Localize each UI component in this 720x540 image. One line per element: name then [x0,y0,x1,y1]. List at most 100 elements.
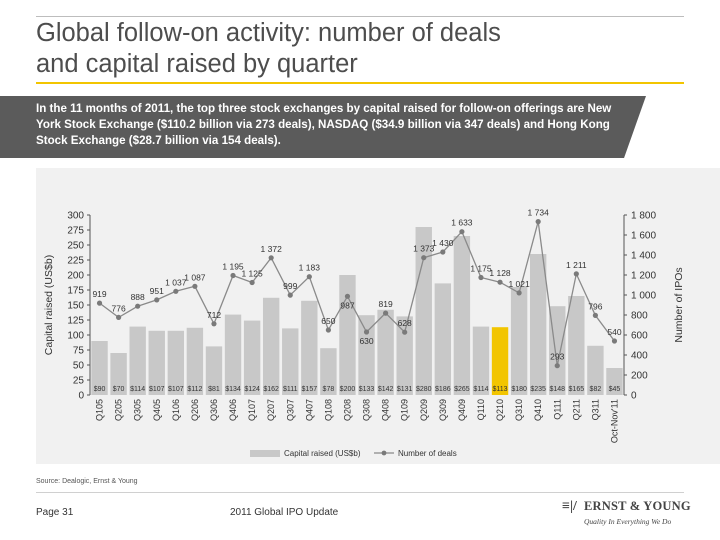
category-label: Q108 [323,399,333,421]
legend-bar-swatch [250,450,280,457]
title-line-1: Global follow-on activity: number of dea… [36,19,501,47]
right-tick-label: 800 [631,311,648,322]
footer-report-title: 2011 Global IPO Update [230,507,339,518]
deals-point [592,312,598,318]
deals-point [402,329,408,335]
bar-value-label: $107 [149,386,165,393]
logo-tagline: Quality In Everything We Do [584,517,672,526]
bar-capital-raised [301,300,318,395]
category-label: Q405 [152,399,162,421]
left-tick-label: 100 [67,331,84,342]
left-tick-label: 225 [67,256,84,267]
follow-on-chart: 0 25 50 75 100 125 150 175 200 225 250 275 300 0 200 40… [43,208,685,458]
category-label: Q407 [304,399,314,421]
right-tick-label: 1 600 [631,231,656,242]
bar-capital-raised [110,353,127,395]
bar-capital-raised [91,341,108,395]
bar-capital-raised [205,346,223,395]
category-label: Q206 [190,399,200,421]
category-label: Q111 [552,399,562,420]
footer-rule [36,492,684,493]
category-label: Q208 [342,399,352,421]
left-tick-label: 125 [67,316,84,327]
category-label: Q109 [400,399,410,421]
left-tick-label: 50 [73,361,85,372]
bar-value-label: $280 [416,386,432,393]
deals-point [135,303,141,309]
left-tick-label: 150 [67,301,84,312]
bar-value-label: $148 [549,386,565,393]
bar-value-label: $180 [511,386,527,393]
deals-value-label: 1 087 [184,272,206,282]
bar-value-label: $112 [187,386,202,393]
deals-point [249,279,255,286]
deals-value-label: 630 [359,336,373,346]
bar-capital-raised [568,296,585,395]
bar-capital-raised [510,287,528,395]
deals-value-label: 650 [321,316,335,326]
bar-value-label: $131 [397,386,413,393]
deals-point [96,300,103,306]
deals-value-label: 1 125 [241,269,263,279]
bar-capital-raised [549,306,566,395]
bar-capital-raised [529,254,547,395]
deals-value-label: 987 [340,300,354,310]
deals-value-label: 1 175 [470,264,492,274]
deals-point [287,292,293,298]
deals-value-label: 796 [588,301,602,311]
deals-value-label: 628 [398,318,412,328]
deals-point [230,272,236,279]
category-label: Q309 [438,399,448,421]
right-tick-label: 0 [631,391,637,402]
category-label: Q311 [590,399,600,420]
deals-point [116,314,122,320]
deals-value-label: 919 [92,289,106,299]
bar-value-label: $111 [283,386,298,393]
deals-point [478,274,484,281]
right-tick-label: 400 [631,351,648,362]
bar-value-label: $134 [225,386,241,393]
deals-value-label: 1 195 [222,262,244,272]
deals-value-label: 999 [283,281,297,291]
bar-capital-raised [186,327,204,395]
slide-title: Global follow-on activity: number of dea… [36,18,686,80]
summary-banner [0,96,646,158]
bar-value-label: $45 [609,386,621,393]
right-tick-label: 1 000 [631,291,656,302]
bar-value-label: $113 [493,386,508,393]
bar-value-label: $235 [530,386,546,393]
source-note: Source: Dealogic, Ernst & Young [36,478,138,485]
bar-value-label: $114 [130,386,145,393]
deals-point [421,255,427,261]
category-label: Q306 [209,399,219,421]
bar-value-label: $186 [435,386,451,393]
right-tick-label: 1 800 [631,211,656,222]
bar-capital-raised [491,327,509,395]
category-label: Q107 [247,399,257,421]
bar-value-label: $124 [244,386,260,393]
bar-value-label: $78 [323,386,335,393]
y-axis-title: Capital raised (US$b) [43,255,55,355]
left-tick-label: 275 [67,226,84,237]
bar-capital-raised [396,316,413,395]
bar-capital-raised [453,236,471,395]
y2-axis-title: Number of IPOs [673,267,685,342]
bar-value-label: $114 [473,386,488,393]
left-tick-label: 200 [67,271,84,282]
bar-value-label: $142 [378,386,394,393]
deals-value-label: 1 128 [489,268,511,278]
deals-value-label: 776 [112,303,126,313]
category-label: Q409 [457,399,467,421]
legend-bar-label: Capital raised (US$b) [284,449,361,458]
category-label: Q110 [476,399,486,420]
bar-capital-raised [243,320,261,395]
logo-name: ERNST & YOUNG [584,499,691,513]
deals-point [516,290,522,296]
category-label: Q310 [514,399,524,421]
logo-mark-icon: ≡|/ [562,499,577,514]
legend-line-marker [381,450,387,456]
left-tick-label: 75 [73,346,85,357]
deals-point [154,297,160,303]
bar-value-label: $90 [94,386,106,393]
category-label: Q210 [495,399,505,421]
